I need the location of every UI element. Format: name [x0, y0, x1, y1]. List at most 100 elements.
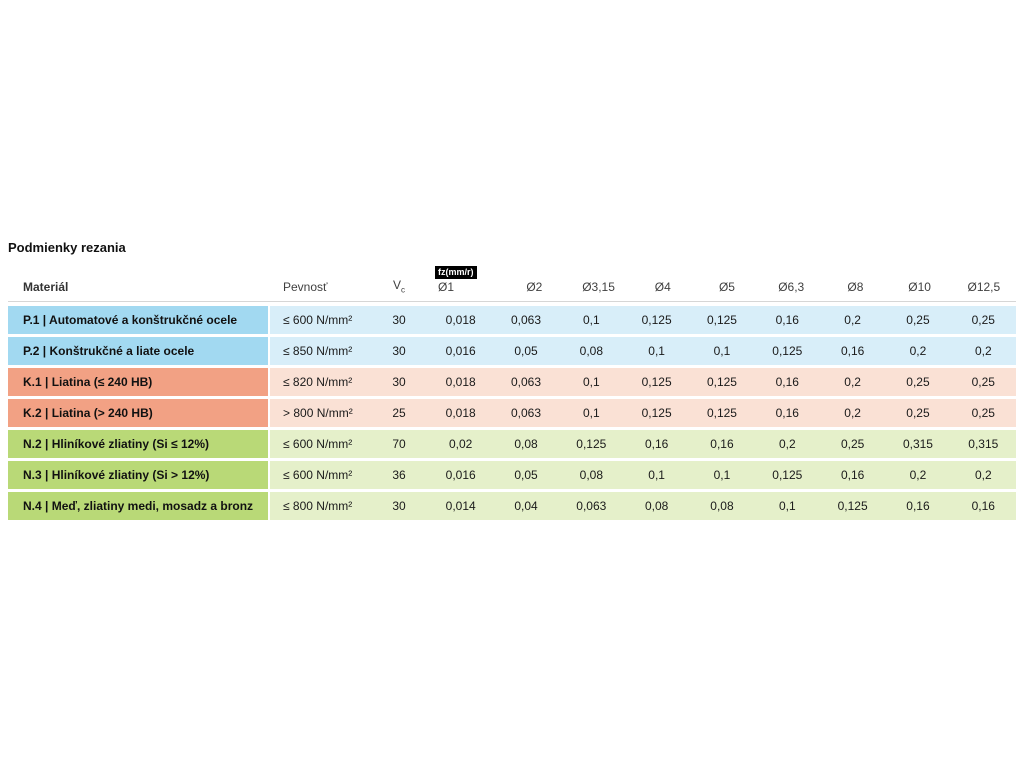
header-vc: Vc: [370, 278, 428, 294]
row-fz-value-d5: 0,1: [689, 461, 755, 489]
row-fz-value-d8: 0,25: [885, 399, 951, 427]
header-diameter-8: Ø10: [908, 280, 931, 294]
row-fz-value-d4: 0,125: [623, 368, 690, 396]
row-fz-value-d6: 0,16: [754, 368, 820, 396]
row-fz-value-d3: 0,125: [558, 430, 624, 458]
header-diameter-2: Ø2: [526, 280, 543, 294]
row-fz-value-d1: 0,018: [428, 306, 494, 334]
row-fz-value-d2: 0,063: [493, 306, 559, 334]
row-fz-value-d5: 0,125: [689, 306, 755, 334]
table-row: K.1 | Liatina (≤ 240 HB) ≤ 820 N/mm² 30 0,0…: [8, 368, 1016, 396]
row-fz-value-d7: 0,2: [819, 399, 886, 427]
row-fz-value-d2: 0,05: [493, 461, 559, 489]
header-diameter-6: Ø6,3: [778, 280, 805, 294]
row-fz-value-d8: 0,25: [885, 306, 951, 334]
row-fz-value-d4: 0,1: [623, 337, 690, 365]
row-fz-value-d8: 0,2: [885, 461, 951, 489]
header-diameter-9: Ø12,5: [967, 280, 1001, 294]
row-fz-value-d8: 0,16: [885, 492, 951, 520]
vc-symbol: V: [392, 277, 401, 292]
row-fz-value-d7: 0,2: [819, 306, 886, 334]
header-strength: Pevnosť: [283, 280, 328, 294]
header-diameter-3: Ø3,15: [582, 280, 615, 294]
header-diameter-1: Ø1: [438, 280, 455, 294]
row-fz-value-d1: 0,018: [428, 399, 494, 427]
table-row: N.3 | Hliníkové zliatiny (Si > 12%) ≤ 600…: [8, 461, 1016, 489]
row-fz-value-d1: 0,02: [428, 430, 494, 458]
row-material-label: K.2 | Liatina (> 240 HB): [8, 399, 268, 427]
row-material-label: N.4 | Meď, zliatiny medi, mosadz a bronz: [8, 492, 268, 520]
row-fz-value-d8: 0,25: [885, 368, 951, 396]
row-fz-value-d7: 0,16: [819, 337, 886, 365]
row-fz-value-d2: 0,08: [493, 430, 559, 458]
row-strength: > 800 N/mm²: [270, 399, 370, 427]
row-material-label: P.2 | Konštrukčné a liate ocele: [8, 337, 268, 365]
row-fz-value-d1: 0,018: [428, 368, 494, 396]
row-fz-value-d4: 0,08: [623, 492, 690, 520]
row-material-label: N.2 | Hliníkové zliatiny (Si ≤ 12%): [8, 430, 268, 458]
table-row: K.2 | Liatina (> 240 HB) > 800 N/mm² 25 0,0…: [8, 399, 1016, 427]
table-row: N.2 | Hliníkové zliatiny (Si ≤ 12%) ≤ 600…: [8, 430, 1016, 458]
row-fz-value-d1: 0,014: [428, 492, 494, 520]
row-fz-value-d7: 0,125: [819, 492, 886, 520]
row-fz-value-d9: 0,315: [950, 430, 1016, 458]
row-vc: 30: [370, 337, 428, 365]
table-header-row: Materiál Pevnosť Vc Ø1 Ø2 Ø3,15 Ø4 Ø5 Ø6,3 Ø8 Ø…: [8, 264, 1016, 302]
row-fz-value-d4: 0,125: [623, 306, 690, 334]
row-fz-value-d9: 0,25: [950, 368, 1016, 396]
row-strength: ≤ 850 N/mm²: [270, 337, 370, 365]
row-fz-value-d4: 0,125: [623, 399, 690, 427]
row-fz-value-d3: 0,1: [558, 306, 624, 334]
row-vc: 70: [370, 430, 428, 458]
row-material-label: K.1 | Liatina (≤ 240 HB): [8, 368, 268, 396]
header-diameter-4: Ø4: [654, 280, 671, 294]
row-vc: 36: [370, 461, 428, 489]
row-fz-value-d3: 0,063: [558, 492, 624, 520]
row-fz-value-d9: 0,2: [950, 337, 1016, 365]
row-fz-value-d9: 0,25: [950, 399, 1016, 427]
row-vc: 30: [370, 368, 428, 396]
row-fz-value-d2: 0,05: [493, 337, 559, 365]
row-fz-value-d6: 0,16: [754, 399, 820, 427]
row-vc: 30: [370, 306, 428, 334]
row-fz-value-d6: 0,2: [754, 430, 820, 458]
header-material: Materiál: [23, 280, 69, 294]
row-fz-value-d6: 0,1: [754, 492, 820, 520]
row-fz-value-d4: 0,1: [623, 461, 690, 489]
header-diameter-5: Ø5: [718, 280, 735, 294]
row-fz-value-d9: 0,25: [950, 306, 1016, 334]
cutting-conditions-table: Materiál Pevnosť Vc Ø1 Ø2 Ø3,15 Ø4 Ø5 Ø6,3 Ø8 Ø…: [8, 264, 1016, 523]
row-fz-value-d3: 0,1: [558, 368, 624, 396]
table-row: N.4 | Meď, zliatiny medi, mosadz a bronz…: [8, 492, 1016, 520]
row-fz-value-d3: 0,1: [558, 399, 624, 427]
row-fz-value-d7: 0,16: [819, 461, 886, 489]
row-fz-value-d5: 0,16: [689, 430, 755, 458]
row-vc: 25: [370, 399, 428, 427]
row-strength: ≤ 600 N/mm²: [270, 461, 370, 489]
row-vc: 30: [370, 492, 428, 520]
table-row: P.1 | Automatové a konštrukčné ocele ≤ 60…: [8, 306, 1016, 334]
fz-unit-badge: fz(mm/r): [435, 266, 477, 279]
vc-subscript: c: [401, 285, 405, 294]
row-fz-value-d5: 0,125: [689, 399, 755, 427]
row-fz-value-d5: 0,08: [689, 492, 755, 520]
table-row: P.2 | Konštrukčné a liate ocele ≤ 850 N/m…: [8, 337, 1016, 365]
row-material-label: P.1 | Automatové a konštrukčné ocele: [8, 306, 268, 334]
row-fz-value-d7: 0,2: [819, 368, 886, 396]
row-strength: ≤ 820 N/mm²: [270, 368, 370, 396]
row-fz-value-d8: 0,315: [885, 430, 951, 458]
row-strength: ≤ 800 N/mm²: [270, 492, 370, 520]
row-fz-value-d5: 0,1: [689, 337, 755, 365]
row-fz-value-d2: 0,063: [493, 368, 559, 396]
row-fz-value-d8: 0,2: [885, 337, 951, 365]
row-strength: ≤ 600 N/mm²: [270, 430, 370, 458]
row-strength: ≤ 600 N/mm²: [270, 306, 370, 334]
row-material-label: N.3 | Hliníkové zliatiny (Si > 12%): [8, 461, 268, 489]
row-fz-value-d7: 0,25: [819, 430, 886, 458]
row-fz-value-d1: 0,016: [428, 461, 494, 489]
row-fz-value-d9: 0,16: [950, 492, 1016, 520]
row-fz-value-d4: 0,16: [623, 430, 690, 458]
row-fz-value-d9: 0,2: [950, 461, 1016, 489]
row-fz-value-d2: 0,04: [493, 492, 559, 520]
